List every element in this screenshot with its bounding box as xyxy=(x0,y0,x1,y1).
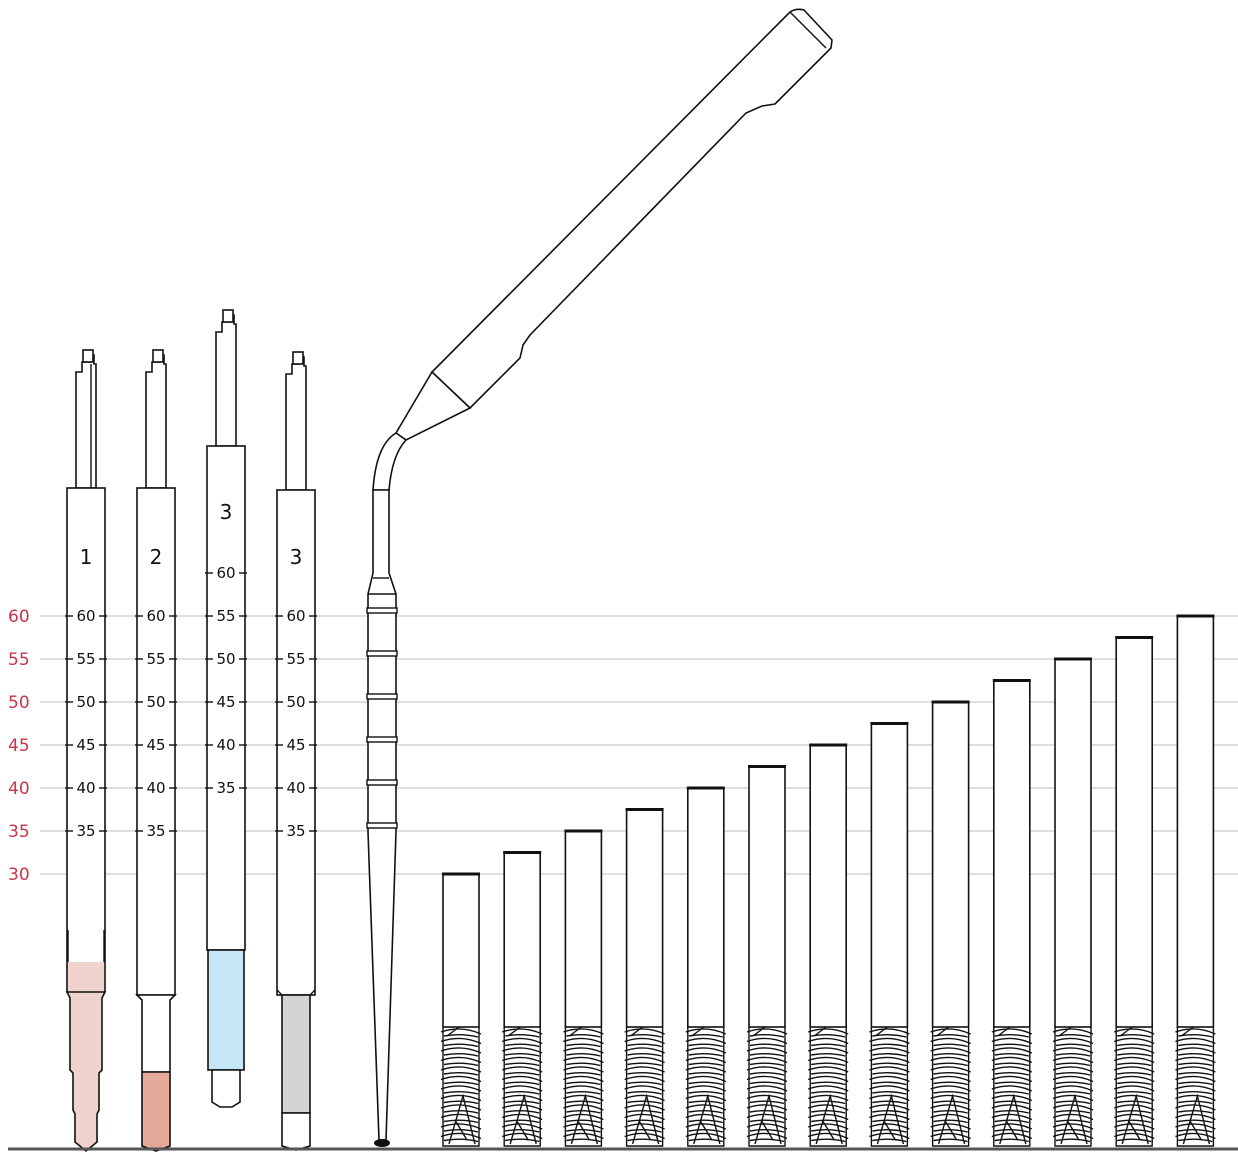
implant-body xyxy=(1176,615,1215,1028)
drill-depth-mark: 55 xyxy=(286,650,305,668)
depth-drill: 1 60 55 50 45 40 35 xyxy=(65,349,107,1153)
probe-band xyxy=(366,607,398,614)
drill-latch xyxy=(292,351,304,365)
zygomatic-implant-icon xyxy=(746,765,788,1147)
scale-label: 40 xyxy=(8,779,30,799)
drill-connector xyxy=(145,354,167,489)
drill-connector xyxy=(285,356,307,491)
zygomatic-implant-icon xyxy=(1052,657,1094,1147)
drill-depth-mark: 50 xyxy=(76,693,95,711)
zygomatic-implant-icon xyxy=(440,872,482,1147)
drill-body xyxy=(66,487,106,993)
drill-tip xyxy=(281,994,311,1114)
drill-tip xyxy=(65,991,107,1153)
drill-depth-mark: 60 xyxy=(286,607,305,625)
drill-depth-mark: 50 xyxy=(146,693,165,711)
drill-depth-mark: 40 xyxy=(216,736,235,754)
scale-label: 30 xyxy=(8,865,30,885)
implant-body xyxy=(503,851,542,1028)
probe-band xyxy=(366,650,398,657)
zygomatic-implant-icon xyxy=(685,786,727,1147)
zygomatic-implant-icon xyxy=(991,679,1033,1147)
probe-band xyxy=(366,779,398,786)
depth-probe xyxy=(366,8,833,1147)
drill-latch xyxy=(152,349,164,363)
drill-connector xyxy=(215,314,237,447)
drill-depth-mark: 45 xyxy=(216,693,235,711)
zygomatic-implant-icon xyxy=(930,700,971,1147)
drill-depth-mark: 35 xyxy=(216,779,235,797)
zygomatic-implant-icon xyxy=(624,808,665,1147)
drill-depth-mark: 40 xyxy=(146,779,165,797)
drill-number: 2 xyxy=(150,545,163,569)
drill-depth-mark: 55 xyxy=(76,650,95,668)
scale-label: 45 xyxy=(8,736,30,756)
drill-depth-mark: 60 xyxy=(76,607,95,625)
zygomatic-implant-icon xyxy=(869,722,910,1147)
zygomatic-implant-icon xyxy=(1175,614,1216,1147)
scale-label: 50 xyxy=(8,693,30,713)
implant-body xyxy=(1115,636,1153,1028)
drill-number: 3 xyxy=(290,545,303,569)
drill-latch xyxy=(222,309,234,323)
depth-drill: 3 60 55 50 45 40 35 xyxy=(205,309,247,1108)
drill-depth-mark: 55 xyxy=(216,607,235,625)
zygomatic-implant-icon xyxy=(563,829,604,1147)
probe-band xyxy=(366,822,398,829)
implant-body xyxy=(931,701,970,1028)
implant-body xyxy=(870,722,909,1028)
implant-body xyxy=(442,873,480,1028)
implants xyxy=(440,614,1216,1147)
implant-body xyxy=(686,787,725,1028)
drill-depth-mark: 45 xyxy=(76,736,95,754)
zygomatic-implant-icon xyxy=(807,743,849,1147)
drill-tip xyxy=(207,949,245,1071)
drill-depth-mark: 50 xyxy=(216,650,235,668)
drill-depth-mark: 60 xyxy=(146,607,165,625)
depth-drill: 2 60 55 50 45 40 35 xyxy=(135,349,177,1152)
drill-depth-mark: 50 xyxy=(286,693,305,711)
drill-body xyxy=(276,489,316,996)
drill-number: 1 xyxy=(80,545,93,569)
zygomatic-implant-icon xyxy=(501,851,543,1147)
drill-connector xyxy=(75,354,97,489)
implant-body xyxy=(1054,658,1092,1028)
drill-depth-mark: 60 xyxy=(216,564,235,582)
drill-number: 3 xyxy=(220,500,233,524)
implant-body xyxy=(809,744,848,1028)
scale-label: 35 xyxy=(8,822,30,842)
scale-labels: 60 55 50 45 40 35 30 xyxy=(8,607,30,885)
zygomatic-implant-icon xyxy=(1113,636,1155,1147)
scale-label: 55 xyxy=(8,650,30,670)
scale-label: 60 xyxy=(8,607,30,627)
drill-tip xyxy=(141,1071,171,1152)
drill-depth-mark: 40 xyxy=(286,779,305,797)
drill-depth-mark: 35 xyxy=(286,822,305,840)
angled-depth-gauge-icon xyxy=(366,8,833,1147)
drill-depth-mark: 40 xyxy=(76,779,95,797)
implant-body xyxy=(748,765,786,1028)
drill-depth-mark: 35 xyxy=(146,822,165,840)
drill-latch xyxy=(82,349,94,363)
implant-body xyxy=(625,808,664,1028)
implant-body xyxy=(564,830,603,1028)
drill-depth-mark: 45 xyxy=(286,736,305,754)
depth-drill: 3 60 55 50 45 40 35 xyxy=(275,351,317,1151)
depth-drills: 1605550454035260555045403536055504540353… xyxy=(65,309,317,1153)
drill-depth-mark: 55 xyxy=(146,650,165,668)
drill-depth-mark: 35 xyxy=(76,822,95,840)
drill-depth-mark: 45 xyxy=(146,736,165,754)
probe-band xyxy=(366,693,398,700)
implant-body xyxy=(992,679,1031,1028)
probe-band xyxy=(366,736,398,743)
